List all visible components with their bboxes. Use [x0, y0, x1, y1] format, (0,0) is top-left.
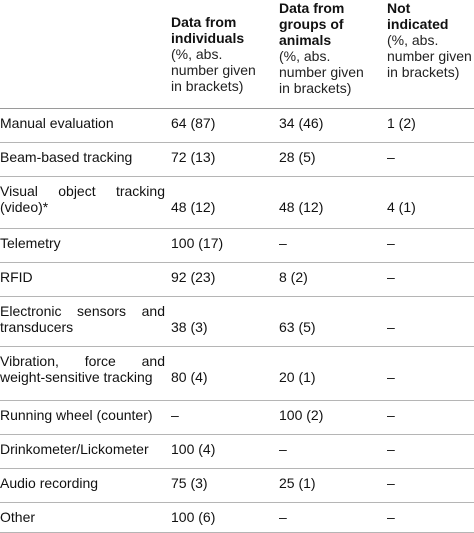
row-label-line: Vibration, force and [0, 352, 165, 369]
header-empty-cell [0, 0, 165, 108]
header-line: (%, abs. [387, 32, 439, 48]
header-line: number given [279, 64, 364, 80]
cell-groups: – [279, 234, 287, 251]
header-line: number given [171, 62, 256, 78]
table-row: Telemetry 100 (17) – – [0, 228, 474, 262]
header-line: animals [279, 32, 332, 48]
row-label-line: Audio recording [0, 474, 99, 491]
header-individuals: Data from individuals (%, abs. number gi… [165, 0, 273, 108]
cell-individuals: 100 (4) [171, 440, 216, 457]
table-row: Other 100 (6) – – [0, 502, 474, 532]
header-not-indicated: Not indicated (%, abs. number given in b… [381, 0, 474, 108]
cell-not-indicated: – [387, 368, 395, 385]
cell-not-indicated: – [387, 474, 395, 491]
cell-not-indicated: – [387, 268, 395, 285]
cell-not-indicated: 4 (1) [387, 198, 416, 215]
row-label: Running wheel (counter) [0, 400, 165, 434]
header-line: in brackets) [171, 78, 244, 94]
row-label-line: Electronic sensors and [0, 302, 165, 319]
row-label-line: transducers [0, 318, 74, 335]
row-label-line: RFID [0, 268, 33, 285]
cell-groups: 48 (12) [279, 198, 324, 215]
cell-groups: 20 (1) [279, 368, 316, 385]
row-label: Beam-based tracking [0, 142, 165, 176]
cell-groups: 8 (2) [279, 268, 308, 285]
row-label: Telemetry [0, 228, 165, 262]
table-row: Electronic sensors and transducers 38 (3… [0, 296, 474, 346]
cell-groups: – [279, 508, 287, 525]
table-row: Visual object tracking (video)* 48 (12) … [0, 176, 474, 228]
table-row: Drinkometer/Lickometer 100 (4) – – [0, 434, 474, 468]
cell-individuals: 64 (87) [171, 114, 216, 131]
cell-individuals: 100 (17) [171, 234, 224, 251]
cell-individuals: 100 (6) [171, 508, 216, 525]
cell-individuals: – [171, 406, 179, 423]
cell-groups: 100 (2) [279, 406, 324, 423]
cell-not-indicated: – [387, 234, 395, 251]
header-line: in brackets) [387, 64, 460, 80]
row-label-line: (video)* [0, 198, 49, 215]
cell-individuals: 72 (13) [171, 148, 216, 165]
row-label-line: Drinkometer/Lickometer [0, 440, 149, 457]
table-header-row: Data from individuals (%, abs. number gi… [0, 0, 474, 108]
header-line: groups of [279, 16, 344, 32]
header-line: indicated [387, 16, 449, 32]
row-label-line: Running wheel (counter) [0, 406, 153, 423]
row-label: Other [0, 502, 165, 532]
header-line: in brackets) [279, 80, 352, 96]
cell-groups: – [279, 440, 287, 457]
header-line: (%, abs. [171, 46, 223, 62]
row-label: Manual evaluation [0, 108, 165, 142]
row-label: Vibration, force and weight-sensitive tr… [0, 346, 165, 400]
cell-not-indicated: – [387, 406, 395, 423]
cell-individuals: 48 (12) [171, 198, 216, 215]
header-line: individuals [171, 30, 245, 46]
header-line: Not [387, 0, 411, 16]
row-label: RFID [0, 262, 165, 296]
row-label: Visual object tracking (video)* [0, 176, 165, 228]
table-row: Audio recording 75 (3) 25 (1) – [0, 468, 474, 502]
table-row: RFID 92 (23) 8 (2) – [0, 262, 474, 296]
row-label-line: Visual object tracking [0, 182, 165, 199]
cell-not-indicated: 1 (2) [387, 114, 416, 131]
cell-not-indicated: – [387, 508, 395, 525]
cell-not-indicated: – [387, 318, 395, 335]
cell-not-indicated: – [387, 440, 395, 457]
cell-individuals: 38 (3) [171, 318, 208, 335]
cell-groups: 63 (5) [279, 318, 316, 335]
cell-individuals: 75 (3) [171, 474, 208, 491]
header-line: (%, abs. [279, 48, 331, 64]
row-label: Audio recording [0, 468, 165, 502]
row-label-line: Telemetry [0, 234, 61, 251]
cell-groups: 25 (1) [279, 474, 316, 491]
row-label: Drinkometer/Lickometer [0, 434, 165, 468]
table-row: Vibration, force and weight-sensitive tr… [0, 346, 474, 400]
row-label-line: weight-sensitive tracking [0, 368, 153, 385]
cell-individuals: 92 (23) [171, 268, 216, 285]
header-groups: Data from groups of animals (%, abs. num… [273, 0, 381, 108]
cell-not-indicated: – [387, 148, 395, 165]
table-row: Manual evaluation 64 (87) 34 (46) 1 (2) [0, 108, 474, 142]
header-line: Data from [279, 0, 345, 16]
header-line: Data from [171, 14, 237, 30]
row-label-line: Other [0, 508, 36, 525]
row-label-line: Manual evaluation [0, 114, 114, 131]
cell-groups: 28 (5) [279, 148, 316, 165]
cell-individuals: 80 (4) [171, 368, 208, 385]
header-line: number given [387, 48, 472, 64]
table-row: Running wheel (counter) – 100 (2) – [0, 400, 474, 434]
row-label: Electronic sensors and transducers [0, 296, 165, 346]
table-row: Beam-based tracking 72 (13) 28 (5) – [0, 142, 474, 176]
cell-groups: 34 (46) [279, 114, 324, 131]
row-label-line: Beam-based tracking [0, 148, 133, 165]
